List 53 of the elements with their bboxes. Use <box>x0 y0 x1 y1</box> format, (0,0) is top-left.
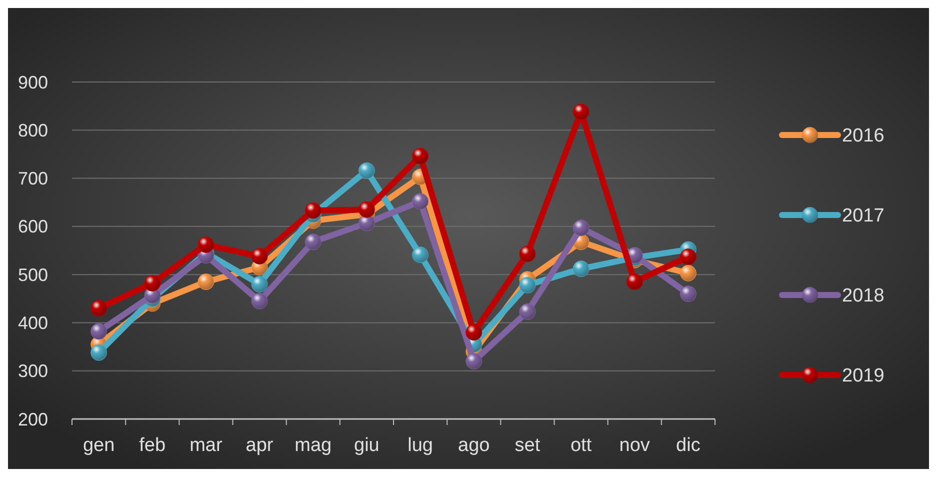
x-tick-label: dic <box>676 435 700 456</box>
point <box>519 303 536 320</box>
x-tick-label: nov <box>619 435 650 456</box>
y-tick-label: 400 <box>18 313 48 334</box>
point <box>251 292 268 310</box>
point <box>358 162 375 179</box>
x-tick-label: mag <box>294 435 332 456</box>
point <box>680 286 696 302</box>
legend-label: 2017 <box>842 206 884 227</box>
point <box>519 246 536 262</box>
x-tick-label: apr <box>246 435 274 456</box>
point <box>680 248 696 266</box>
point <box>90 344 108 361</box>
point <box>680 264 696 282</box>
point <box>466 352 482 370</box>
point <box>626 274 643 290</box>
legend-label: 2018 <box>842 286 884 307</box>
point <box>412 246 429 264</box>
x-tick-label: giu <box>354 435 380 456</box>
point <box>251 248 268 265</box>
point <box>572 260 590 278</box>
x-tick-label: ott <box>570 435 592 456</box>
x-tick-label: gen <box>82 435 115 456</box>
y-tick-label: 600 <box>18 216 48 237</box>
x-tick-label: feb <box>139 435 166 456</box>
point <box>304 202 322 219</box>
point <box>198 274 214 290</box>
x-tick-label: mar <box>190 435 223 456</box>
y-tick-label: 800 <box>18 120 48 140</box>
point <box>358 201 375 218</box>
point <box>466 324 482 341</box>
x-tick-label: ago <box>458 435 490 456</box>
point <box>572 104 590 120</box>
legend-label: 2019 <box>842 366 884 387</box>
point <box>90 300 108 317</box>
y-tick-label: 300 <box>18 361 48 382</box>
point <box>198 236 214 253</box>
point <box>358 214 375 232</box>
x-tick-label: lug <box>408 435 433 456</box>
x-tick-label: set <box>514 435 541 456</box>
point <box>412 193 429 210</box>
point <box>572 220 590 236</box>
point <box>519 276 536 294</box>
y-tick-label: 900 <box>18 72 48 92</box>
point <box>144 274 161 292</box>
y-tick-label: 200 <box>18 409 48 430</box>
point <box>304 234 322 250</box>
y-tick-label: 700 <box>18 168 48 189</box>
point <box>412 148 429 164</box>
point <box>90 323 108 340</box>
y-tick-label: 500 <box>18 264 48 285</box>
point <box>251 276 268 292</box>
legend-label: 2016 <box>842 126 884 147</box>
